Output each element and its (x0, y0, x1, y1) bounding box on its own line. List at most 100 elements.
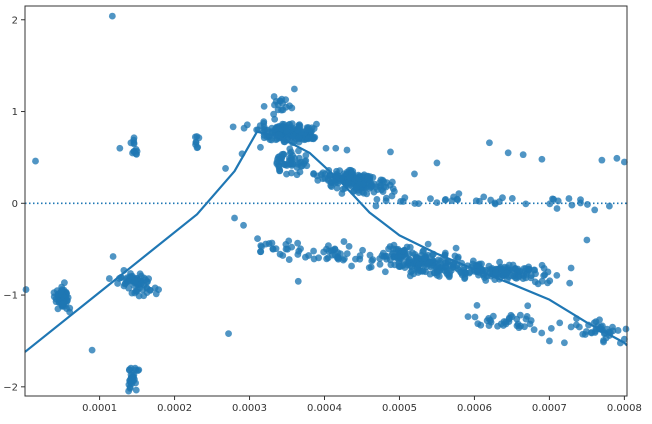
data-point (448, 197, 456, 205)
data-point (278, 151, 286, 158)
x-axis-ticks: 0.0001 0.0002 0.0003 0.0004 0.0005 0.0006 0.00… (82, 396, 642, 414)
data-point (294, 277, 302, 285)
x-tick-label: 0.0002 (157, 403, 192, 414)
data-point (269, 245, 277, 253)
data-point (442, 264, 450, 272)
data-point (288, 156, 296, 164)
data-point (401, 246, 409, 254)
plot-background (25, 6, 627, 396)
data-point (477, 321, 485, 329)
data-point (415, 200, 422, 207)
data-point (310, 170, 317, 178)
data-point (297, 162, 305, 170)
data-point (132, 150, 140, 158)
data-point (605, 202, 613, 210)
data-point (408, 267, 416, 275)
data-point (387, 148, 394, 156)
x-tick-label: 0.0003 (232, 403, 267, 414)
data-point (433, 199, 441, 206)
data-point (591, 206, 599, 214)
data-point (308, 135, 316, 143)
data-points (22, 12, 630, 395)
data-point (473, 301, 481, 309)
data-point (54, 305, 62, 313)
data-point (540, 264, 548, 272)
y-tick-label: −2 (3, 382, 18, 393)
data-point (549, 195, 556, 203)
data-point (257, 248, 264, 256)
data-point (289, 133, 297, 141)
data-point (297, 245, 304, 253)
data-point (583, 236, 591, 244)
data-point (409, 249, 417, 257)
data-point (382, 197, 390, 205)
data-point (59, 300, 67, 308)
data-point (402, 253, 410, 261)
data-point (139, 286, 147, 294)
x-tick-label: 0.0008 (607, 403, 642, 414)
data-point (286, 102, 293, 110)
data-point (531, 278, 539, 286)
data-point (293, 171, 301, 179)
data-point (455, 190, 463, 198)
data-point (108, 12, 116, 20)
data-point (290, 85, 298, 93)
data-point (222, 165, 229, 172)
data-point (297, 128, 305, 136)
data-point (132, 287, 140, 295)
data-point (575, 323, 583, 331)
data-point (505, 314, 513, 322)
y-tick-label: 2 (12, 15, 18, 26)
data-point (283, 170, 290, 178)
data-point (489, 312, 497, 320)
data-point (566, 279, 574, 287)
data-point (577, 196, 584, 204)
data-point (523, 312, 531, 320)
x-tick-label: 0.0004 (307, 403, 342, 414)
data-point (105, 275, 113, 282)
data-point (526, 320, 534, 328)
data-point (609, 323, 616, 331)
data-point (452, 244, 460, 252)
data-point (359, 246, 366, 254)
data-point (254, 235, 261, 243)
data-point (332, 144, 340, 152)
data-point (352, 184, 360, 192)
data-point (302, 152, 310, 159)
data-point (433, 159, 441, 167)
data-point (538, 277, 546, 285)
data-point (584, 201, 591, 208)
data-point (283, 162, 291, 169)
data-point (257, 143, 264, 151)
data-point (600, 337, 607, 344)
data-point (303, 162, 311, 170)
data-point (132, 366, 140, 374)
data-point (389, 249, 397, 257)
data-point (88, 346, 96, 354)
data-point (401, 264, 409, 272)
data-point (125, 284, 133, 292)
data-point (264, 126, 271, 134)
data-point (142, 276, 149, 284)
data-point (508, 272, 516, 280)
x-tick-label: 0.0005 (382, 403, 417, 414)
data-point (442, 196, 449, 203)
data-point (581, 331, 589, 338)
data-point (388, 192, 396, 200)
data-point (487, 196, 495, 204)
data-point (274, 106, 282, 114)
data-point (546, 337, 553, 345)
data-point (530, 326, 538, 334)
y-tick-label: 0 (12, 199, 18, 210)
data-point (313, 120, 320, 128)
data-point (471, 313, 479, 321)
data-point (556, 319, 564, 327)
data-point (426, 270, 434, 278)
data-point (366, 251, 374, 259)
data-point (531, 266, 539, 274)
data-point (285, 256, 293, 263)
data-point (288, 243, 296, 251)
data-point (538, 155, 546, 163)
data-point (538, 329, 546, 337)
data-point (395, 262, 403, 270)
